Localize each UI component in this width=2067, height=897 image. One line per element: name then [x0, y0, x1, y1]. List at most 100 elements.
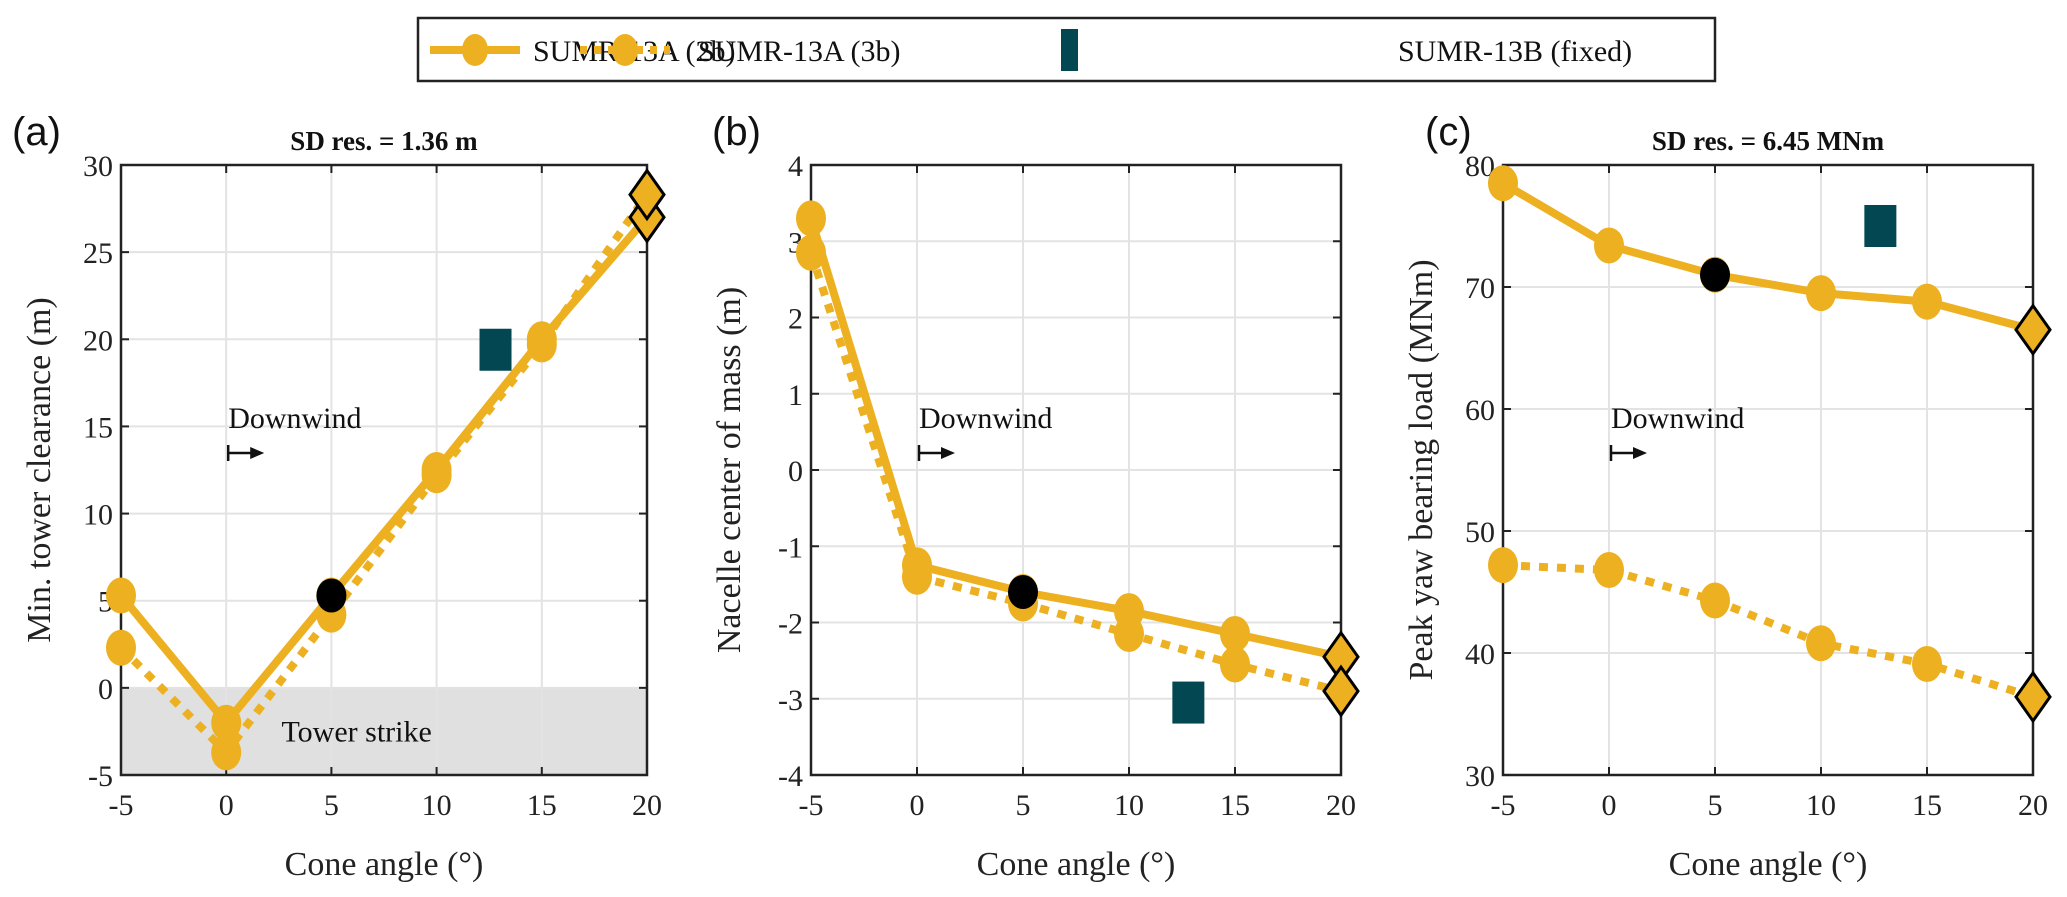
- x-tick-label: 20: [2018, 789, 2048, 822]
- data-point-2b: [1912, 283, 1942, 320]
- diamond-marker-3b: [1322, 664, 1360, 718]
- y-tick-label: 40: [1465, 638, 1495, 671]
- data-point-3b: [1114, 615, 1144, 652]
- downwind-label: Downwind: [228, 402, 361, 435]
- y-tick-label: 4: [788, 150, 803, 183]
- diamond-marker-3b: [628, 168, 666, 222]
- plot-area: [1503, 165, 2033, 775]
- y-tick-label: -4: [778, 760, 803, 793]
- data-point-3b: [1220, 646, 1250, 683]
- panel-title: SD res. = 1.36 m: [290, 126, 478, 156]
- x-tick-label: 0: [910, 789, 925, 822]
- x-tick-label: 10: [1806, 789, 1836, 822]
- data-point-2b: [1594, 227, 1624, 264]
- axes-box: [119, 163, 649, 777]
- y-tick-label: 20: [83, 324, 113, 357]
- y-axis-label: Min. tower clearance (m): [21, 297, 58, 643]
- legend-marker-3b: [612, 34, 638, 66]
- x-tick-label: 15: [1912, 789, 1942, 822]
- data-point-3b: [1594, 552, 1624, 589]
- x-axis-label: Cone angle (°): [977, 846, 1176, 883]
- y-tick-label: 15: [83, 411, 113, 444]
- x-axis-label: Cone angle (°): [285, 846, 484, 883]
- baseline-point: [1700, 257, 1730, 292]
- data-point-2b: [1806, 275, 1836, 312]
- fixed-design-marker: [1172, 681, 1205, 724]
- y-tick-label: 2: [788, 303, 803, 336]
- series-line-2b: [1500, 179, 2035, 334]
- x-tick-label: 10: [422, 789, 452, 822]
- series-line-2b: [807, 217, 1342, 661]
- y-tick-label: 1: [788, 379, 803, 412]
- plot-area: [121, 165, 647, 775]
- legend-label-3b: SUMR-13A (3b): [698, 35, 901, 68]
- x-tick-label: 5: [1016, 789, 1031, 822]
- y-tick-label: 50: [1465, 516, 1495, 549]
- tower-strike-label: Tower strike: [281, 715, 431, 748]
- series-line-2b: [117, 214, 651, 727]
- fixed-design-marker: [479, 328, 512, 371]
- legend-label-fixed: SUMR-13B (fixed): [1398, 35, 1632, 68]
- data-point-3b: [1806, 625, 1836, 662]
- legend-item-3b: SUMR-13A (3b): [580, 34, 901, 68]
- downwind-arrow-head: [250, 447, 265, 459]
- downwind-label: Downwind: [919, 402, 1052, 435]
- data-point-3b: [1488, 547, 1518, 584]
- fixed-design-marker: [1864, 205, 1897, 247]
- y-tick-label: 70: [1465, 272, 1495, 305]
- x-tick-label: 10: [1114, 789, 1144, 822]
- y-tick-label: -2: [778, 608, 803, 641]
- x-tick-label: 15: [1220, 789, 1250, 822]
- downwind-arrow-head: [1633, 447, 1647, 459]
- data-point-3b: [1912, 645, 1942, 682]
- series-line-3b: [1502, 561, 2035, 701]
- y-tick-label: 0: [98, 673, 113, 706]
- y-tick-label: 10: [83, 499, 113, 532]
- panel-title: SD res. = 6.45 MNm: [1652, 126, 1885, 156]
- downwind-label: Downwind: [1611, 402, 1744, 435]
- legend-marker-fixed: [1061, 29, 1078, 71]
- y-tick-label: 25: [83, 237, 113, 270]
- y-tick-label: -5: [88, 760, 113, 793]
- diamond-marker-2b: [2014, 303, 2052, 357]
- x-tick-label: 5: [324, 789, 339, 822]
- data-point-2b: [211, 704, 242, 741]
- x-tick-label: -5: [109, 789, 134, 822]
- x-tick-label: -5: [799, 789, 824, 822]
- data-point-2b: [1488, 165, 1518, 202]
- baseline-point: [316, 578, 347, 613]
- legend-marker-2b: [462, 34, 488, 66]
- x-tick-label: 0: [1602, 789, 1617, 822]
- y-tick-label: -3: [778, 684, 803, 717]
- x-tick-label: 15: [527, 789, 557, 822]
- data-point-3b: [211, 734, 242, 771]
- data-point-3b: [106, 629, 136, 666]
- data-point-3b: [796, 234, 826, 271]
- data-point-2b: [796, 200, 826, 237]
- x-tick-label: 20: [632, 789, 662, 822]
- data-point-3b: [526, 326, 557, 363]
- x-tick-label: 5: [1708, 789, 1723, 822]
- data-point-2b: [1220, 615, 1250, 652]
- y-tick-label: 30: [83, 150, 113, 183]
- y-tick-label: -1: [778, 531, 803, 564]
- baseline-point: [1008, 575, 1038, 609]
- x-tick-label: 0: [219, 789, 234, 822]
- y-tick-label: 60: [1465, 394, 1495, 427]
- legend-item-fixed: SUMR-13B (fixed): [1061, 29, 1632, 71]
- legend: SUMR-13A (2b) SUMR-13A (3b) SUMR-13B (fi…: [416, 16, 1717, 83]
- data-point-3b: [902, 558, 932, 595]
- data-point-2b: [106, 577, 136, 614]
- panel-letter: (a): [12, 110, 61, 154]
- series-line-3b: [807, 251, 1342, 696]
- x-tick-label: -5: [1491, 789, 1516, 822]
- data-point-3b: [1700, 582, 1730, 619]
- y-axis-label: Nacelle center of mass (m): [711, 287, 748, 653]
- data-point-3b: [421, 457, 452, 494]
- x-axis-label: Cone angle (°): [1669, 846, 1868, 883]
